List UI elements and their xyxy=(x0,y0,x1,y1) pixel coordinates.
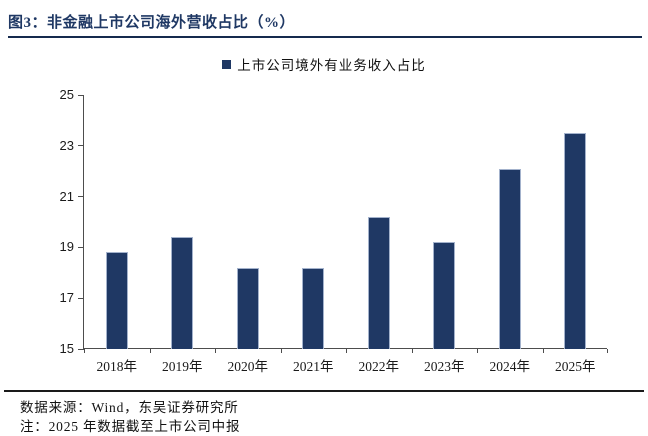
y-axis-tick xyxy=(78,94,84,96)
data-source-text: 数据来源：Wind，东吴证券研究所 xyxy=(20,400,239,415)
footnote-text: 注：2025 年数据截至上市公司中报 xyxy=(20,419,241,434)
x-axis-label: 2018年 xyxy=(96,359,138,374)
title-divider xyxy=(8,36,642,38)
y-axis-label: 19 xyxy=(59,239,74,255)
bar xyxy=(105,252,128,349)
bar xyxy=(302,267,325,349)
y-axis-label: 21 xyxy=(59,188,74,204)
x-axis-tick xyxy=(149,349,151,353)
x-axis-tick xyxy=(346,349,347,353)
x-axis-tick xyxy=(280,349,282,353)
x-axis-tick xyxy=(411,349,413,353)
y-axis-label: 25 xyxy=(59,87,74,102)
x-axis-tick xyxy=(477,349,478,353)
bar xyxy=(433,242,456,349)
bar xyxy=(498,168,521,349)
x-axis-tick xyxy=(84,349,85,353)
y-axis-label: 15 xyxy=(59,341,74,356)
x-axis-tick xyxy=(215,349,216,353)
legend-square-icon xyxy=(222,59,232,69)
bar xyxy=(171,237,194,349)
x-axis-label: 2023年 xyxy=(424,359,465,374)
y-axis-label: 23 xyxy=(59,137,74,153)
x-axis-tick xyxy=(607,349,608,353)
footer-divider xyxy=(4,390,644,392)
x-axis-label: 2019年 xyxy=(162,359,203,374)
x-axis-label: 2024年 xyxy=(489,359,531,374)
y-axis-label: 17 xyxy=(59,290,74,306)
y-axis-tick xyxy=(78,145,84,147)
x-axis-label: 2022年 xyxy=(358,359,400,374)
x-axis-tick xyxy=(542,349,544,353)
bar xyxy=(564,133,587,349)
x-axis-label: 2020年 xyxy=(227,359,269,374)
x-axis-label: 2021年 xyxy=(293,359,334,374)
bar xyxy=(236,267,259,349)
plot-area: 15 17 19 21 23 25 2018年 2019年 2020年 2021年 2022年 202… xyxy=(60,87,608,374)
y-axis-tick xyxy=(78,246,84,248)
y-axis-tick xyxy=(78,297,84,299)
chart-legend: 上市公司境外有业务收入占比 xyxy=(0,54,648,74)
chart-title: 图3：非金融上市公司海外营收占比（%） xyxy=(8,15,296,31)
y-axis-tick xyxy=(78,196,84,198)
legend-label: 上市公司境外有业务收入占比 xyxy=(237,58,426,73)
bar xyxy=(367,216,390,349)
x-axis-label: 2025年 xyxy=(555,359,596,374)
y-axis-tick xyxy=(78,348,84,350)
